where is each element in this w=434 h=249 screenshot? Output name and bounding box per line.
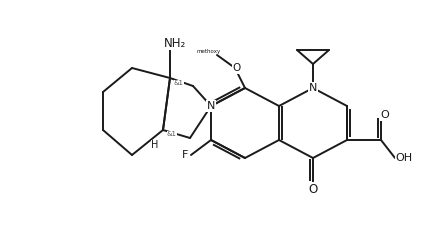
Text: H: H <box>151 140 158 150</box>
Text: N: N <box>308 83 316 93</box>
Text: N: N <box>206 101 215 111</box>
Text: NH₂: NH₂ <box>164 37 186 50</box>
Text: &1: &1 <box>174 80 184 86</box>
Text: methoxy: methoxy <box>197 49 220 54</box>
Text: O: O <box>232 63 240 73</box>
Text: OH: OH <box>395 153 411 163</box>
Text: O: O <box>308 183 317 195</box>
Text: O: O <box>380 110 388 120</box>
Text: &1: &1 <box>167 131 177 137</box>
Text: F: F <box>181 150 188 160</box>
